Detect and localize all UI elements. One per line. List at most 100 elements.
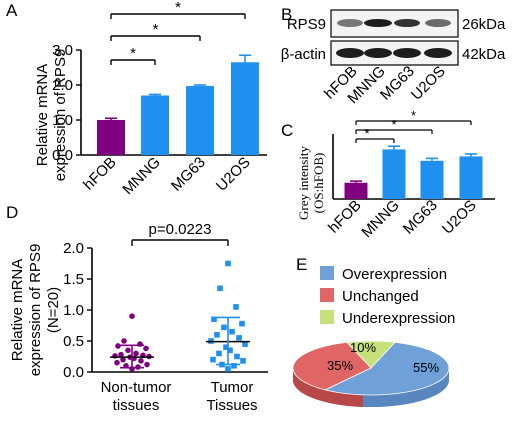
- panel-d-ytick-label: 1.5: [63, 271, 84, 288]
- actin-band: [393, 48, 421, 58]
- panel-d-point-nontumor: [138, 358, 144, 364]
- panel-d-ytick-label: 2.0: [63, 240, 84, 257]
- panel-a-bar-chart: Relative mRNA expression of RPS9 0.0 1.0 2…: [34, 0, 267, 198]
- panel-d-point-tumor: [234, 353, 240, 360]
- legend-label-unchanged: Unchanged: [342, 288, 419, 305]
- panel-a-sig-star: *: [130, 45, 136, 62]
- panel-d-point-tumor: [233, 304, 239, 310]
- pie-slice: [323, 341, 450, 396]
- panel-b-western-blot: RPS9 β-actin 26kDa 42kDa hFOBMNNGMG63U2O…: [281, 9, 506, 107]
- panel-d-point-tumor: [225, 366, 231, 372]
- panel-c-bar: [344, 182, 368, 199]
- panel-label-e: E: [296, 255, 307, 274]
- rps9-row-label: RPS9: [287, 16, 326, 33]
- pie-slice-label: 10%: [350, 340, 376, 355]
- legend-label-overexpression: Overexpression: [342, 266, 447, 283]
- panel-d-xtick-label: Tissues: [206, 397, 257, 414]
- panel-d-point-tumor: [242, 341, 248, 347]
- panel-label-c: C: [281, 121, 293, 140]
- p-value-annotation: p=0.0223: [149, 221, 212, 238]
- panel-d-ytick-label: 1.0: [63, 302, 84, 319]
- panel-d-scatter-plot: Relative mRNA expression of RPS9 (N=20) …: [9, 221, 268, 414]
- panel-c-sig-star: *: [411, 108, 416, 123]
- panel-a-xtick-label: U2OS: [213, 154, 254, 195]
- panel-c-bar: [382, 149, 406, 199]
- panel-a-ytick-label: 0.0: [52, 147, 73, 164]
- actin-size-label: 42kDa: [462, 46, 506, 63]
- panel-label-a: A: [6, 1, 18, 20]
- pie-slice-label: 35%: [327, 358, 353, 373]
- panel-d-ylabel-line1: Relative mRNA: [9, 259, 26, 362]
- panel-c-bar: [420, 160, 444, 199]
- panel-d-point-nontumor: [129, 313, 135, 320]
- panel-c-xtick-label: U2OS: [439, 197, 480, 238]
- panel-a-bar: [186, 86, 214, 155]
- panel-a-ytick-label: 1.0: [52, 112, 73, 129]
- pie-slice-label: 55%: [413, 360, 439, 375]
- panel-e-pie-chart: Overexpression Unchanged Underexpression…: [292, 266, 455, 407]
- panel-d-point-nontumor: [114, 359, 120, 366]
- rps9-size-label: 26kDa: [462, 16, 506, 33]
- rps9-band: [394, 19, 420, 27]
- panel-c-ylabel-line2: (OS:hFOB): [311, 153, 326, 214]
- panel-d-ylabel-line2: expression of RPS9: [27, 244, 44, 377]
- panel-d-point-tumor: [231, 363, 237, 369]
- panel-c-xtick-label: MG63: [400, 197, 441, 238]
- panel-d-point-tumor: [210, 356, 216, 363]
- panel-a-xtick-label: MNNG: [119, 154, 163, 198]
- panel-a-ytick-label: 3.0: [52, 42, 73, 59]
- panel-d-point-tumor: [217, 285, 223, 292]
- panel-c-sig-star: *: [391, 117, 396, 132]
- actin-band: [364, 48, 392, 58]
- panel-a-xtick-label: hFOB: [80, 154, 120, 194]
- legend-label-underexpression: Underexpression: [342, 310, 455, 327]
- panel-a-bar: [141, 95, 169, 155]
- panel-d-point-nontumor: [133, 350, 139, 357]
- panel-d-ylabel-line3: (N=20): [45, 287, 62, 333]
- panel-a-xtick-label: MG63: [168, 154, 209, 195]
- panel-d-point-nontumor: [125, 347, 131, 354]
- rps9-band: [425, 19, 451, 27]
- panel-label-b: B: [281, 5, 292, 24]
- panel-a-sig-star: *: [175, 0, 181, 16]
- actin-band: [424, 48, 452, 58]
- panel-c-bar: [459, 156, 483, 199]
- panel-d-point-tumor: [227, 347, 233, 354]
- panel-a-ylabel-line2: expression of RPS9: [52, 49, 69, 182]
- panel-d-point-tumor: [236, 335, 242, 341]
- rps9-band: [364, 19, 392, 27]
- pie-side-wall-unchanged: [292, 368, 363, 407]
- panel-d-point-tumor: [214, 332, 220, 338]
- blot-lane-label: U2OS: [408, 63, 449, 104]
- blot-lane-label: MG63: [377, 63, 418, 104]
- panel-d-point-tumor: [225, 260, 231, 267]
- panel-c-xtick-label: MNNG: [358, 197, 402, 241]
- panel-d-point-tumor: [221, 324, 227, 331]
- panel-d-point-nontumor: [118, 351, 124, 358]
- panel-d-point-tumor: [229, 328, 235, 335]
- actin-band: [336, 48, 364, 58]
- panel-d-point-tumor: [240, 358, 246, 364]
- panel-c-sig-star: *: [364, 126, 369, 141]
- legend-swatch-unchanged: [320, 288, 334, 302]
- panel-c-ylabel-line1: Grey intensity: [296, 145, 311, 220]
- panel-d-point-nontumor: [115, 343, 121, 349]
- panel-a-sig-star: *: [153, 21, 159, 38]
- panel-d-point-nontumor: [143, 345, 149, 352]
- panel-a-bar: [231, 62, 259, 155]
- actin-row-label: β-actin: [281, 46, 326, 63]
- panel-d-point-nontumor: [121, 338, 127, 344]
- panel-c-bar-chart: Grey intensity (OS:hFOB) hFOBMNNGMG63U2O…: [296, 108, 495, 241]
- panel-a-ytick-label: 2.0: [52, 77, 73, 94]
- panel-d-point-nontumor: [120, 356, 126, 363]
- legend-swatch-underexpression: [320, 310, 334, 324]
- panel-d-ytick-label: 0.5: [63, 333, 84, 350]
- panel-d-ytick-label: 0.0: [63, 364, 84, 381]
- legend-swatch-overexpression: [320, 266, 334, 280]
- panel-d-xtick-label: tissues: [113, 397, 160, 414]
- panel-d-xtick-label: Non-tumor: [101, 379, 172, 396]
- panel-d-point-tumor: [211, 316, 217, 323]
- rps9-band: [337, 19, 363, 27]
- panel-d-point-nontumor: [144, 361, 150, 368]
